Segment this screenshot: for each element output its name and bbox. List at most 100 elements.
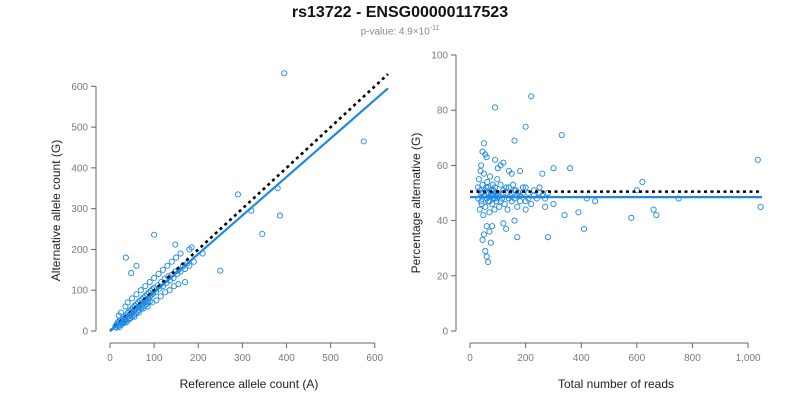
data-point xyxy=(580,225,588,232)
data-point xyxy=(542,203,549,210)
data-point xyxy=(117,309,125,316)
data-point xyxy=(536,184,543,191)
data-point xyxy=(136,306,143,313)
x-tick-label: 600 xyxy=(629,353,646,364)
data-point xyxy=(561,212,568,219)
x-tick-label: 0 xyxy=(467,353,473,364)
y-tick-label: 60 xyxy=(437,161,449,172)
y-tick-label: 300 xyxy=(71,204,88,215)
data-point xyxy=(530,192,538,199)
data-point xyxy=(124,299,131,306)
y-tick-label: 100 xyxy=(71,286,88,297)
data-point xyxy=(483,184,490,191)
y-axis-title: Alternative allele count (G) xyxy=(49,140,63,281)
y-tick-label: 0 xyxy=(82,327,88,338)
data-point xyxy=(522,184,529,191)
data-point xyxy=(550,165,557,172)
data-point xyxy=(485,258,492,266)
data-point xyxy=(112,323,119,330)
x-tick-label: 200 xyxy=(190,353,207,364)
data-point xyxy=(478,198,485,205)
data-point xyxy=(276,212,283,219)
data-point xyxy=(675,195,682,202)
data-point xyxy=(539,170,546,177)
data-point xyxy=(500,159,507,166)
data-point xyxy=(542,195,549,202)
y-axis-title: Percentage alternative (G) xyxy=(409,133,423,274)
data-point xyxy=(175,281,182,288)
data-point xyxy=(511,187,518,194)
data-point xyxy=(234,191,242,198)
data-point xyxy=(522,206,529,213)
x-tick-label: 800 xyxy=(684,353,701,364)
x-tick-label: 500 xyxy=(322,353,339,364)
data-point xyxy=(639,178,646,186)
x-tick-label: 200 xyxy=(517,353,534,364)
data-point xyxy=(159,266,167,273)
y-tick-label: 400 xyxy=(71,163,88,174)
data-point xyxy=(483,154,490,161)
data-point xyxy=(497,181,504,188)
data-point xyxy=(489,223,496,230)
data-point xyxy=(653,212,660,219)
data-point xyxy=(517,198,524,205)
y-tick-label: 500 xyxy=(71,123,88,134)
data-point xyxy=(164,262,171,269)
data-point xyxy=(505,184,512,191)
data-point xyxy=(360,138,367,145)
p-value-text: p-value: 4.9×10 xyxy=(360,26,430,38)
data-point xyxy=(503,184,510,191)
data-point xyxy=(476,206,483,213)
allele-count-scatter-chart: 0 100 200 300 400 500 600 0 100 200 300 400 500 600 Re… xyxy=(49,70,389,391)
x-tick-label: 400 xyxy=(278,353,295,364)
data-point xyxy=(494,192,501,199)
data-point xyxy=(482,247,489,255)
data-point xyxy=(522,123,529,130)
data-point xyxy=(536,189,543,197)
data-point xyxy=(486,228,493,235)
data-point xyxy=(483,223,490,230)
percentage-alternative-scatter-chart: 0 20 40 60 80 100 0 200 400 600 800 1,000 Total numb… xyxy=(409,51,764,391)
data-point xyxy=(217,267,224,274)
data-point xyxy=(501,200,508,208)
data-point xyxy=(166,287,173,294)
y-tick-label: 0 xyxy=(442,327,448,338)
data-point xyxy=(477,167,484,174)
x-tick-label: 0 xyxy=(107,353,113,364)
data-point xyxy=(146,279,153,286)
x-tick-label: 600 xyxy=(366,353,383,364)
data-point xyxy=(500,220,507,227)
y-tick-label: 40 xyxy=(437,216,449,227)
data-point xyxy=(155,270,162,277)
reference-line xyxy=(109,73,389,332)
data-point xyxy=(181,279,189,286)
page-title: rs13722 - ENSG00000117523 xyxy=(291,4,509,21)
data-point xyxy=(151,231,158,238)
data-point xyxy=(133,291,140,298)
x-axis-title: Reference allele count (A) xyxy=(180,377,319,391)
y-tick-label: 100 xyxy=(431,51,448,62)
data-point xyxy=(127,314,134,322)
data-point xyxy=(484,178,491,186)
data-point xyxy=(491,104,499,111)
data-point xyxy=(487,239,494,246)
x-tick-label: 300 xyxy=(234,353,251,364)
data-point xyxy=(528,93,535,100)
data-point xyxy=(172,241,179,248)
data-point xyxy=(480,170,487,177)
data-point xyxy=(504,206,511,213)
data-point xyxy=(754,156,761,163)
data-point xyxy=(514,203,521,210)
data-point xyxy=(510,181,517,188)
data-point xyxy=(475,176,482,183)
data-point xyxy=(496,203,503,210)
y-tick-label: 20 xyxy=(437,271,449,282)
data-point xyxy=(259,230,266,237)
data-point xyxy=(142,283,149,290)
data-point xyxy=(505,195,512,202)
x-axis-title: Total number of reads xyxy=(558,377,674,391)
x-tick-label: 100 xyxy=(146,353,163,364)
data-point xyxy=(491,206,498,213)
data-point xyxy=(628,214,635,221)
data-point xyxy=(122,254,129,261)
